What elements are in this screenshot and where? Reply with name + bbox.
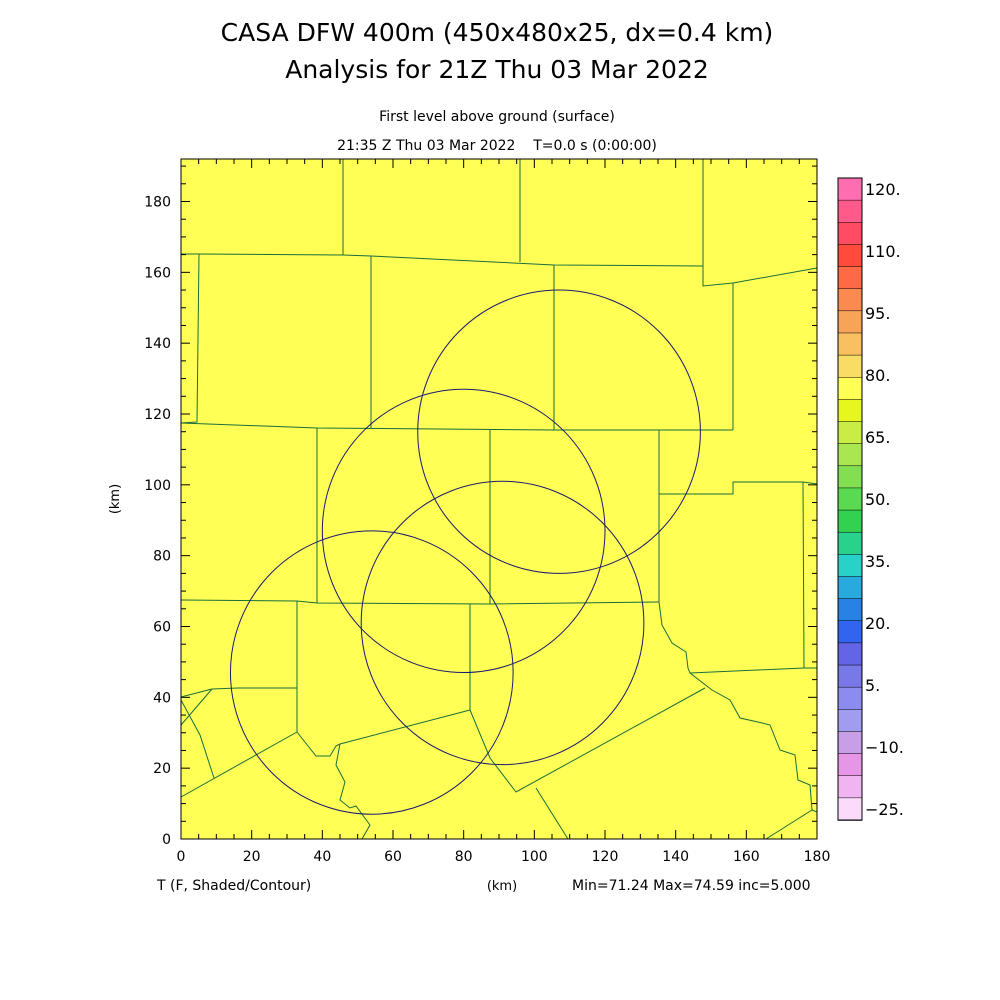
- county-line: [469, 687, 706, 793]
- colorbar-segment: [837, 177, 863, 201]
- colorbar-segment: [837, 642, 863, 666]
- radar-range-ring: [229, 530, 514, 815]
- x-axis: 0 20 40 60 80 100 120 140 160 180: [177, 159, 831, 865]
- colorbar-label: 120.: [865, 180, 901, 199]
- county-line: [211, 687, 297, 690]
- chart-title-line2: Analysis for 21Z Thu 03 Mar 2022: [285, 55, 709, 84]
- y-tick-label: 140: [144, 336, 171, 352]
- colorbar-segment: [837, 199, 863, 224]
- radar-range-ring: [321, 388, 606, 674]
- county-line: [689, 672, 818, 813]
- county-line: [180, 422, 733, 431]
- x-tick-label: 100: [521, 849, 548, 865]
- x-tick-label: 60: [384, 849, 402, 865]
- colorbar-segment: [837, 753, 863, 777]
- x-tick-label: 40: [313, 849, 331, 865]
- y-tick-label: 100: [144, 478, 171, 494]
- x-tick-label: 160: [733, 849, 760, 865]
- y-tick-label: 120: [144, 407, 171, 423]
- x-tick-label: 0: [177, 849, 186, 865]
- x-tick-label: 180: [804, 849, 831, 865]
- chart-title-line1: CASA DFW 400m (450x480x25, dx=0.4 km): [221, 18, 774, 47]
- x-tick-label: 120: [592, 849, 619, 865]
- radar-range-rings: [229, 289, 701, 815]
- colorbar-label: 110.: [865, 242, 901, 261]
- colorbar-segment: [837, 664, 863, 688]
- colorbar-label: 95.: [865, 304, 890, 323]
- colorbar-label: 20.: [865, 614, 890, 633]
- colorbar-segment: [837, 399, 863, 423]
- county-line: [659, 481, 818, 495]
- colorbar-segment: [837, 443, 863, 467]
- colorbar-segment: [837, 576, 863, 600]
- county-line: [180, 688, 213, 726]
- colorbar-segment: [837, 775, 863, 799]
- colorbar-segment: [837, 797, 863, 821]
- colorbar-segment: [837, 332, 863, 356]
- colorbar-label: 80.: [865, 366, 890, 385]
- x-tick-label: 80: [455, 849, 473, 865]
- colorbar-segment: [837, 354, 863, 378]
- county-line: [535, 787, 569, 840]
- x-axis-label: (km): [487, 879, 517, 894]
- colorbar-label: 50.: [865, 490, 890, 509]
- colorbar-segment: [837, 421, 863, 445]
- radar-range-ring: [417, 289, 701, 574]
- colorbar-segment: [837, 376, 863, 401]
- county-line: [296, 709, 471, 757]
- y-axis: 0 20 40 60 80 100 120 140 160 180: [144, 165, 817, 848]
- colorbar-segment: [837, 266, 863, 290]
- y-axis-label: (km): [108, 484, 123, 514]
- county-line: [702, 159, 818, 287]
- colorbar-segment: [837, 731, 863, 755]
- y-tick-label: 60: [153, 620, 171, 636]
- field-stats: Min=71.24 Max=74.59 inc=5.000: [572, 878, 811, 894]
- colorbar-label: −25.: [865, 800, 904, 819]
- temperature-field: [181, 159, 817, 839]
- colorbar-segment: [837, 487, 863, 511]
- colorbar-segment: [837, 244, 863, 268]
- colorbar-segment: [837, 222, 863, 246]
- county-line: [180, 731, 298, 798]
- colorbar-segment: [837, 686, 863, 711]
- y-tick-label: 180: [144, 195, 171, 211]
- y-tick-label: 80: [153, 549, 171, 565]
- radar-range-ring: [360, 480, 645, 766]
- y-tick-label: 0: [162, 832, 171, 848]
- chart-subtitle-line1: First level above ground (surface): [379, 109, 615, 125]
- x-tick-label: 140: [662, 849, 689, 865]
- colorbar-segment: [837, 598, 863, 622]
- plot-area: [180, 158, 818, 840]
- x-tick-label: 20: [243, 849, 261, 865]
- colorbar-label: 35.: [865, 552, 890, 571]
- colorbar-segment: [837, 531, 863, 556]
- colorbar-label: 5.: [865, 676, 880, 695]
- chart-subtitle-line2: 21:35 Z Thu 03 Mar 2022 T=0.0 s (0:00:00…: [337, 138, 657, 154]
- county-line: [180, 599, 660, 605]
- county-line: [180, 688, 213, 698]
- colorbar-segment: [837, 465, 863, 489]
- county-line: [765, 809, 813, 840]
- colorbar-segment: [837, 509, 863, 533]
- county-line: [180, 253, 200, 424]
- variable-label: T (F, Shaded/Contour): [156, 878, 311, 894]
- colorbar-label: −10.: [865, 738, 904, 757]
- colorbar-frame: [837, 177, 863, 821]
- colorbar-segment: [837, 310, 863, 334]
- county-boundaries: [180, 159, 818, 840]
- colorbar-segment: [837, 288, 863, 312]
- county-line: [180, 699, 215, 779]
- y-tick-label: 40: [153, 690, 171, 706]
- colorbar: 120. 110. 95. 80. 65. 50. 35. 20. 5. −10. −25.: [837, 177, 904, 821]
- colorbar-label: 65.: [865, 428, 890, 447]
- colorbar-segment: [837, 620, 863, 644]
- county-line: [335, 743, 371, 840]
- y-tick-label: 20: [153, 761, 171, 777]
- colorbar-segment: [837, 554, 863, 578]
- y-tick-label: 160: [144, 265, 171, 281]
- colorbar-segment: [837, 709, 863, 733]
